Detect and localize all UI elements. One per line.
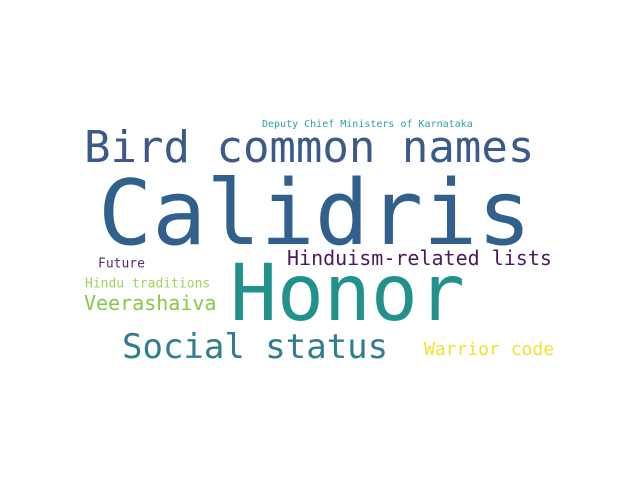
word-bird-common-names: Bird common names: [84, 122, 535, 173]
word-calidris: Calidris: [98, 161, 532, 266]
word-social-status: Social status: [122, 327, 389, 367]
word-veerashaiva: Veerashaiva: [84, 291, 217, 315]
word-future: Future: [98, 256, 145, 272]
word-hinduism-related-lists: Hinduism-related lists: [287, 246, 552, 270]
word-deputy-chief-ministers-of-karnataka: Deputy Chief Ministers of Karnataka: [262, 119, 473, 130]
word-hindu-traditions: Hindu traditions: [85, 276, 211, 292]
word-warrior-code: Warrior code: [424, 339, 555, 360]
word-honor: Honor: [230, 249, 465, 339]
